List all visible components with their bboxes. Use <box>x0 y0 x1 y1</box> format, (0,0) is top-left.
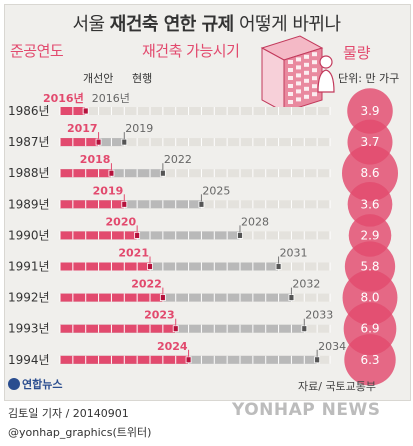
bar-current <box>60 262 279 271</box>
quantity-label: 5.8 <box>360 260 379 274</box>
chart-row: 1994년 2024 2034 6.3 <box>8 340 380 367</box>
chart-row: 1993년 2023 2033 6.9 <box>8 309 380 336</box>
value-label-improved: 2021 <box>118 247 149 260</box>
marker-improved <box>159 294 166 302</box>
twitter-handle: @yonhap_graphics(트위터) <box>8 426 152 439</box>
year-tick-label: 1990년 <box>8 228 50 242</box>
source-note: 자료/ 국토교통부 <box>298 380 377 393</box>
chart-row: 1991년 2021 2031 5.8 <box>8 247 380 274</box>
marker-current <box>198 200 205 208</box>
value-label-improved: 2023 <box>144 309 175 322</box>
bar-track <box>60 107 330 115</box>
year-tick-label: 1989년 <box>8 197 50 211</box>
year-tick-label: 1987년 <box>8 135 50 149</box>
quantity-label: 3.7 <box>360 135 379 149</box>
bar-current <box>60 324 305 333</box>
bar-track <box>60 138 330 147</box>
value-label-improved: 2019 <box>93 184 124 197</box>
year-tick-label: 1988년 <box>8 166 50 180</box>
value-label-current: 2028 <box>241 215 269 228</box>
marker-current <box>121 138 128 146</box>
value-label-current: 2019 <box>125 122 153 135</box>
marker-improved <box>172 325 179 333</box>
quantity-label: 3.6 <box>360 197 379 211</box>
value-label-current: 2031 <box>280 247 308 260</box>
chart-row: 1990년 2020 2028 2.9 <box>8 215 380 242</box>
value-label-current: 2033 <box>305 309 333 322</box>
quantity-label: 2.9 <box>360 228 379 242</box>
year-tick-label: 1991년 <box>8 260 50 274</box>
unit-label: 단위: 만 가구 <box>338 72 400 85</box>
chart-row: 1992년 2022 2032 8.0 <box>8 278 380 305</box>
apartment-building-icon <box>260 35 335 113</box>
legend-current-label: 현행 <box>132 72 153 85</box>
chart-row: 1987년 2017 2019 3.7 <box>8 122 380 149</box>
value-label-improved: 2022 <box>131 278 162 291</box>
marker-improved <box>82 107 89 115</box>
legend-improved-label: 개선안 <box>83 72 114 85</box>
value-label-current: 2016년 <box>92 92 130 105</box>
bar-improved <box>60 138 99 147</box>
marker-current <box>301 325 308 333</box>
marker-improved <box>134 231 141 239</box>
value-label-improved: 2020 <box>106 215 137 228</box>
quantity-label: 8.0 <box>360 291 379 305</box>
marker-current <box>288 294 295 302</box>
watermark: YONHAP NEWS <box>232 400 381 420</box>
value-label-improved: 2024 <box>157 340 188 353</box>
marker-current <box>159 169 166 177</box>
marker-improved <box>108 169 115 177</box>
year-tick-label: 1994년 <box>8 353 50 367</box>
value-label-improved: 2018 <box>80 153 111 166</box>
chart-row: 1988년 2018 2022 8.6 <box>8 153 380 180</box>
quantity-bubble <box>344 334 396 386</box>
credit-line: 김토일 기자 / 20140901 <box>8 407 129 420</box>
value-label-current: 2032 <box>292 278 320 291</box>
yonhap-logo-icon <box>8 378 20 390</box>
quantity-bubble <box>347 181 393 227</box>
quantity-header: 물량 <box>343 44 371 62</box>
yonhap-logo: 연합뉴스 <box>8 376 62 392</box>
year-tick-label: 1992년 <box>8 291 50 305</box>
marker-improved <box>185 356 192 364</box>
quantity-label: 6.3 <box>360 353 379 367</box>
year-tick-label: 1986년 <box>8 104 50 118</box>
bar-current <box>60 200 202 209</box>
rebuild-available-header: 재건축 가능시기 <box>142 42 240 60</box>
year-tick-label: 1993년 <box>8 322 50 336</box>
value-label-current: 2025 <box>202 184 230 197</box>
bar-track <box>60 169 330 178</box>
value-label-improved: 2016년 <box>43 91 84 105</box>
marker-improved <box>121 200 128 208</box>
quantity-bubble <box>347 88 393 134</box>
marker-improved <box>95 138 102 146</box>
quantity-label: 6.9 <box>360 322 379 336</box>
marker-improved <box>147 263 153 270</box>
value-label-current: 2022 <box>164 153 192 166</box>
bar-improved <box>60 200 125 209</box>
value-label-improved: 2017 <box>67 122 98 135</box>
page-title: 서울 재건축 연한 규제 어떻게 바뀌나 <box>72 14 341 35</box>
quantity-label: 3.9 <box>360 104 379 118</box>
chart-row: 1989년 2019 2025 3.6 <box>8 184 380 211</box>
build-year-header: 준공연도 <box>10 42 64 60</box>
marker-current <box>237 231 243 239</box>
bar-improved <box>60 262 150 271</box>
quantity-label: 8.6 <box>360 166 379 180</box>
marker-current <box>314 356 321 364</box>
marker-current <box>275 263 282 270</box>
value-label-current: 2034 <box>318 340 346 353</box>
bar-improved <box>60 324 176 333</box>
